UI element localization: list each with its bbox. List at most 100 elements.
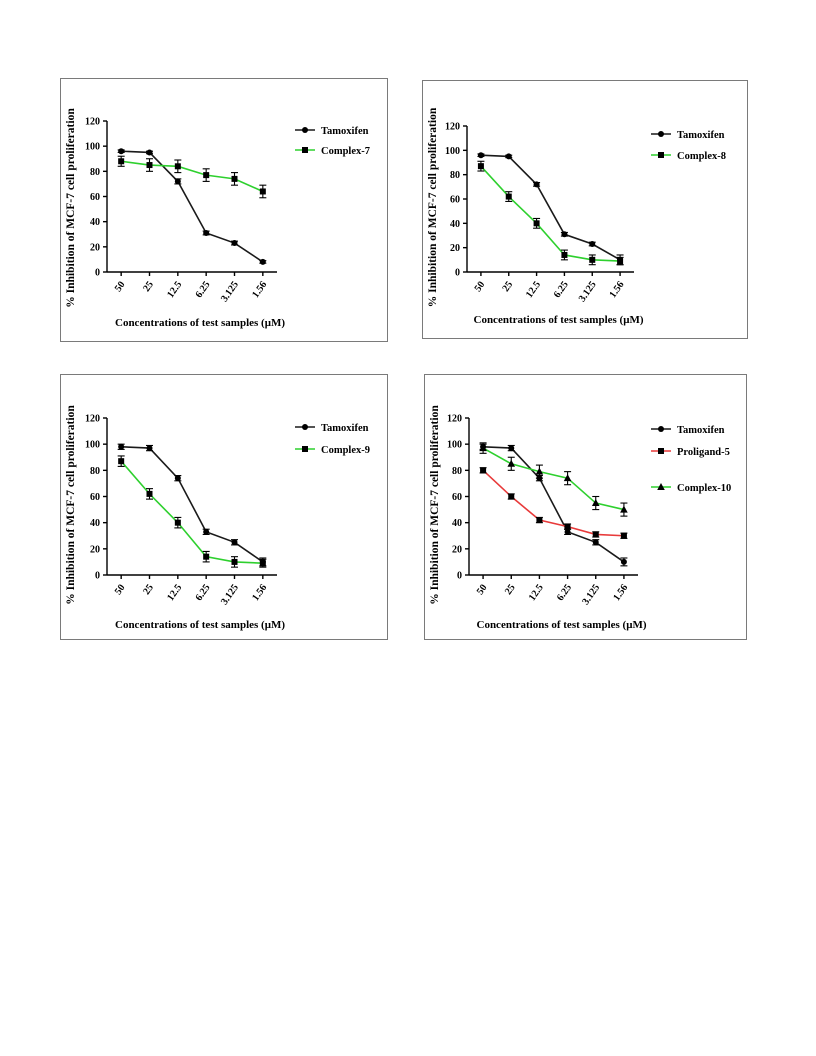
data-point [174, 519, 181, 526]
y-tick-label: 60 [90, 492, 100, 503]
x-tick-label: 50 [113, 279, 128, 294]
data-point [564, 528, 571, 535]
y-tick-label: 40 [90, 518, 100, 529]
chart-complex-9: % Inhibition of MCF-7 cell proliferation… [65, 405, 370, 631]
legend-label: Tamoxifen [321, 126, 369, 137]
data-point [231, 175, 238, 182]
data-point [259, 560, 266, 567]
x-tick-label: 25 [503, 582, 518, 597]
data-point [174, 178, 181, 185]
data-point [589, 256, 596, 263]
legend-marker [658, 426, 664, 432]
y-tick-label: 40 [452, 518, 462, 529]
y-tick-label: 100 [85, 142, 100, 153]
y-tick-label: 20 [90, 544, 100, 555]
legend-item-complex-10: Complex-10 [651, 483, 731, 494]
y-tick-label: 80 [450, 170, 460, 181]
data-point [479, 444, 487, 452]
data-point [146, 149, 153, 156]
x-tick-label: 50 [113, 582, 128, 597]
y-tick-label: 0 [455, 268, 460, 279]
data-point [174, 163, 181, 170]
data-point [146, 162, 153, 169]
legend: Tamoxifen Complex-9 [295, 423, 370, 456]
x-axis-label: Concentrations of test samples (μM) [115, 619, 285, 631]
x-tick-label: 1.56 [250, 582, 269, 603]
axes [103, 417, 277, 579]
series-complex-10 [479, 442, 628, 517]
y-tick-label: 0 [457, 571, 462, 582]
data-point [561, 251, 568, 258]
legend-marker [658, 131, 664, 137]
data-point [146, 490, 153, 497]
data-point [507, 459, 516, 467]
y-tick-label: 100 [85, 440, 100, 451]
data-point [174, 475, 181, 482]
data-point [231, 539, 238, 546]
legend-label: Complex-9 [321, 445, 370, 456]
x-tick-label: 50 [475, 582, 490, 597]
legend-marker [302, 127, 308, 133]
y-tick-label: 60 [452, 492, 462, 503]
y-tick-label: 20 [452, 544, 462, 555]
data-point [564, 523, 571, 530]
y-tick-label: 120 [447, 414, 462, 425]
legend-item-tamoxifen: Tamoxifen [295, 126, 369, 137]
chart-panel-complex-8: % Inhibition of MCF-7 cell proliferation… [422, 80, 748, 339]
legend-item-complex-7: Complex-7 [295, 146, 370, 157]
legend: Tamoxifen Complex-7 [295, 126, 370, 157]
x-tick-label: 25 [141, 582, 156, 597]
data-point [480, 467, 487, 474]
data-point [617, 258, 624, 265]
data-point [118, 148, 125, 155]
series-line-tamoxifen [121, 445, 264, 563]
data-point [533, 181, 540, 188]
legend-marker [658, 448, 664, 454]
data-point [620, 558, 627, 565]
data-point [535, 467, 544, 475]
series-line-complex-10 [482, 447, 625, 511]
legend-label: Complex-8 [677, 151, 726, 162]
legend-label: Tamoxifen [677, 130, 725, 141]
series-line-complex-8 [480, 165, 621, 262]
y-tick-label: 80 [90, 466, 100, 477]
legend-item-tamoxifen: Tamoxifen [295, 423, 369, 434]
chart-panel-complex-9: % Inhibition of MCF-7 cell proliferation… [60, 374, 388, 640]
series-complex-9 [117, 455, 267, 568]
x-tick-label: 1.56 [607, 279, 626, 300]
legend-label: Tamoxifen [321, 423, 369, 434]
data-point [536, 517, 543, 524]
x-tick-label: 12.5 [165, 582, 184, 603]
data-point [589, 241, 596, 248]
legend-marker [658, 152, 664, 158]
axes [463, 125, 634, 276]
data-point [477, 152, 484, 159]
series-line-proligand-5 [482, 469, 624, 537]
data-point [505, 153, 512, 160]
y-tick-label: 0 [95, 571, 100, 582]
legend-marker [302, 446, 308, 452]
y-tick-label: 80 [90, 167, 100, 178]
data-point [231, 240, 238, 247]
y-axis-label: % Inhibition of MCF-7 cell proliferation [429, 405, 441, 605]
y-axis-label: % Inhibition of MCF-7 cell proliferation [65, 405, 77, 605]
x-tick-label: 1.56 [250, 279, 269, 300]
legend: Tamoxifen Complex-8 [651, 130, 726, 162]
legend-item-proligand-5: Proligand-5 [651, 447, 730, 458]
series-line-tamoxifen [480, 154, 621, 261]
data-point [591, 499, 600, 507]
x-tick-label: 1.56 [611, 582, 630, 603]
y-tick-label: 60 [90, 192, 100, 203]
data-point [203, 172, 210, 179]
x-tick-label: 3.125 [219, 279, 241, 304]
y-tick-label: 100 [447, 440, 462, 451]
chart-panel-complex-10: % Inhibition of MCF-7 cell proliferation… [424, 374, 747, 640]
legend-marker [657, 483, 665, 490]
x-axis-label: Concentrations of test samples (μM) [477, 619, 647, 631]
legend-label: Proligand-5 [677, 447, 730, 458]
y-tick-label: 40 [90, 217, 100, 228]
series-complex-7 [117, 155, 267, 199]
data-point [118, 458, 125, 465]
legend-marker [302, 424, 308, 430]
data-point [561, 231, 568, 238]
